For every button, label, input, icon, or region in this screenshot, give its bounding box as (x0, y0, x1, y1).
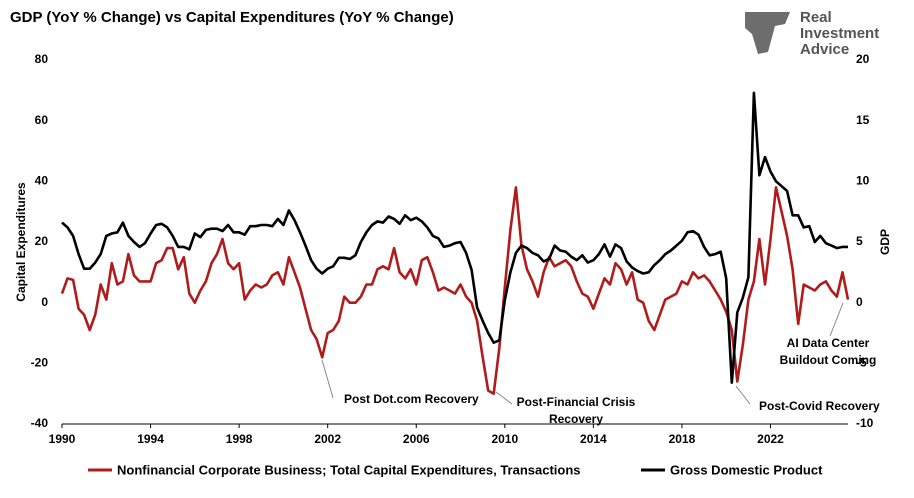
y-tick-label: 0 (41, 295, 48, 309)
logo-text: Advice (800, 41, 849, 58)
y-axis-label: Capital Expenditures (14, 182, 28, 302)
annotation: Buildout Coming (780, 353, 877, 367)
annotation-leader (321, 359, 334, 399)
y2-tick-label: -10 (856, 416, 874, 430)
x-tick-label: 2006 (403, 432, 430, 446)
y2-tick-label: 10 (856, 174, 870, 188)
x-tick-label: 1990 (49, 432, 76, 446)
annotation-leader (735, 385, 751, 405)
annotation: Post-Financial Crisis (517, 395, 636, 409)
annotation: Recovery (549, 412, 603, 426)
y2-tick-label: 20 (856, 52, 870, 66)
y2-tick-label: 5 (856, 234, 863, 248)
x-tick-label: 1994 (137, 432, 164, 446)
y-tick-label: 80 (35, 52, 49, 66)
y2-axis-label: GDP (878, 229, 892, 255)
x-tick-label: 2014 (580, 432, 607, 446)
y-tick-label: 60 (35, 113, 49, 127)
logo-icon (745, 12, 790, 54)
legend-label: Gross Domestic Product (670, 462, 823, 477)
series-line (60, 186, 850, 395)
logo-text: Real (800, 9, 832, 26)
y-tick-label: 20 (35, 234, 49, 248)
x-tick-label: 2002 (314, 432, 341, 446)
logo: Real Investment Advice (745, 9, 879, 58)
x-tick-label: 1998 (226, 432, 253, 446)
series-line (61, 91, 848, 384)
x-tick-label: 2010 (491, 432, 518, 446)
y-tick-label: -20 (31, 356, 49, 370)
x-tick-label: 2018 (669, 432, 696, 446)
x-tick-label: 2022 (757, 432, 784, 446)
annotation: AI Data Center (787, 336, 870, 350)
logo-text: Investment (800, 25, 879, 42)
annotation: Post-Covid Recovery (759, 399, 880, 413)
y-tick-label: -40 (31, 416, 49, 430)
annotation: Post Dot.com Recovery (344, 392, 479, 406)
legend-label: Nonfinancial Corporate Business; Total C… (117, 462, 581, 477)
y2-tick-label: -5 (856, 356, 867, 370)
annotation-leader (495, 391, 513, 405)
chart-title: GDP (YoY % Change) vs Capital Expenditur… (10, 9, 454, 26)
y2-tick-label: 0 (856, 295, 863, 309)
annotation-leader (829, 302, 844, 337)
y2-tick-label: 15 (856, 113, 870, 127)
y-tick-label: 40 (35, 174, 49, 188)
